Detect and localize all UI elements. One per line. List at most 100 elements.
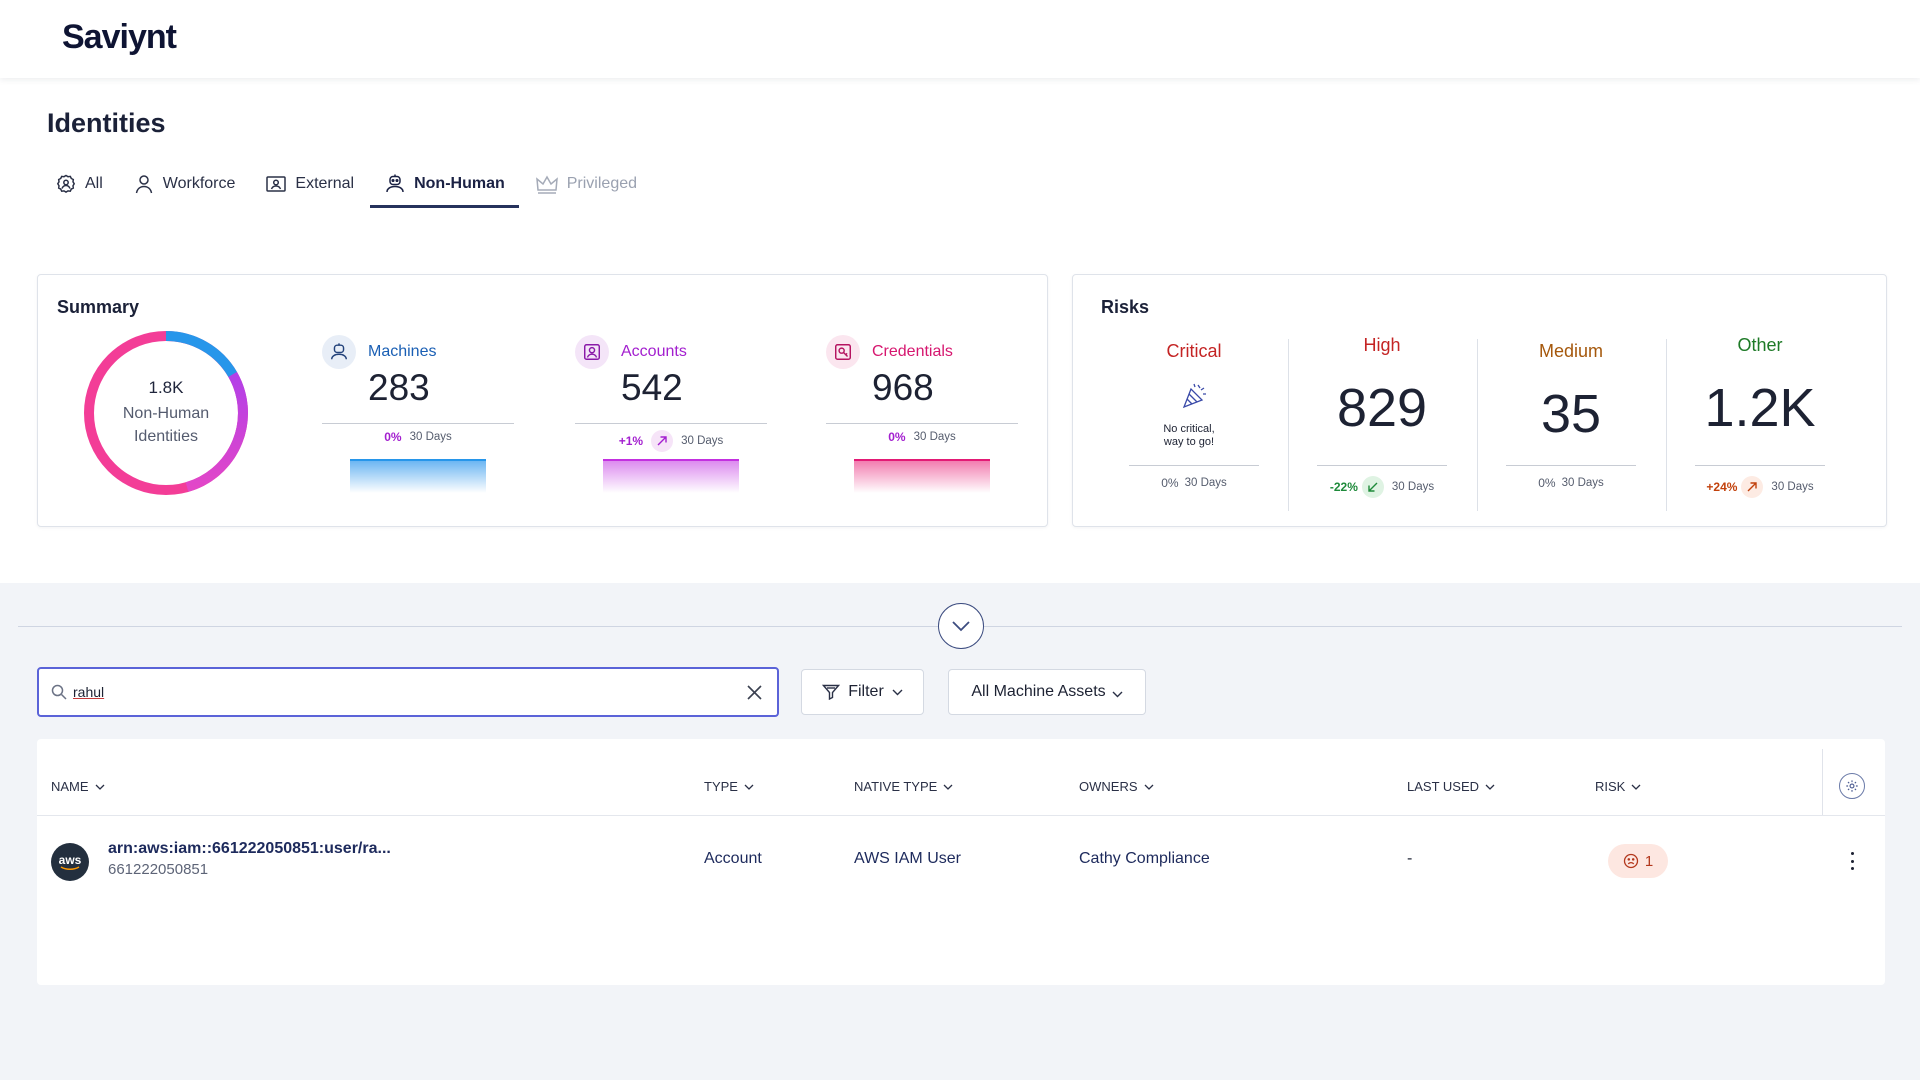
divider [322, 423, 514, 424]
high-change: -22% [1329, 480, 1358, 494]
asset-scope-select[interactable]: All Machine Assets [948, 669, 1146, 715]
person-icon [135, 175, 153, 194]
divider [1129, 465, 1259, 466]
tab-privileged-label: Privileged [566, 175, 638, 192]
total-label-line-1: Non-Human [122, 405, 210, 422]
gear-icon [1846, 780, 1858, 792]
identity-type: Account [704, 850, 762, 867]
credentials-sparkbar [854, 459, 990, 493]
page-title: Identities [47, 108, 166, 138]
accounts-value: 542 [621, 367, 683, 408]
machines-value: 283 [368, 367, 430, 408]
column-header-owners[interactable]: OWNERS [1079, 779, 1154, 794]
table-row[interactable]: aws arn:aws:iam::661222050851:user/ra...… [37, 816, 1885, 916]
column-header-risk[interactable]: RISK [1595, 779, 1641, 794]
sad-face-icon [1623, 853, 1638, 869]
other-period: 30 Days [1771, 481, 1814, 493]
metric-accounts[interactable]: Accounts 542 +1% 30 Days [575, 335, 767, 505]
account-icon [584, 344, 600, 360]
chevron-down-icon [1112, 691, 1123, 697]
identity-owner[interactable]: Cathy Compliance [1079, 850, 1210, 867]
tab-external[interactable]: External [265, 170, 366, 198]
accounts-sparkbar [603, 459, 739, 493]
table-settings-button[interactable] [1839, 773, 1865, 799]
risk-other[interactable]: Other 1.2K +24% 30 Days [1695, 335, 1885, 505]
divider [1317, 465, 1447, 466]
header-divider [37, 815, 1885, 816]
party-popper-icon [1182, 383, 1206, 409]
filter-button[interactable]: Filter [801, 669, 924, 715]
column-header-label: TYPE [704, 779, 738, 794]
high-label: High [1363, 335, 1401, 355]
chevron-down-icon [1144, 784, 1153, 790]
metric-credentials[interactable]: Credentials 968 0% 30 Days [826, 335, 1018, 505]
identity-name[interactable]: arn:aws:iam::661222050851:user/ra... [108, 840, 391, 857]
critical-change: 0% [1161, 476, 1179, 490]
asset-scope-label: All Machine Assets [971, 683, 1106, 700]
accounts-trend: +1% 30 Days [575, 430, 767, 452]
divider [1695, 465, 1825, 466]
column-divider [1477, 339, 1478, 511]
metric-machines[interactable]: Machines 283 0% 30 Days [322, 335, 514, 505]
tab-external-label: External [295, 175, 355, 192]
critical-message-1: No critical, [1163, 423, 1215, 435]
risk-high[interactable]: High 829 -22% 30 Days [1317, 335, 1507, 505]
close-icon[interactable] [747, 685, 762, 700]
tab-privileged[interactable]: Privileged [535, 170, 649, 198]
medium-period: 30 Days [1561, 477, 1604, 489]
total-label-line-2: Identities [133, 428, 199, 445]
filter-label: Filter [848, 683, 884, 700]
upper-section: Identities All Workforce External [0, 78, 1920, 583]
collapse-toggle-button[interactable] [938, 603, 984, 649]
credentials-trend: 0% 30 Days [826, 430, 1018, 444]
row-more-options-icon[interactable] [1842, 850, 1862, 872]
machines-change: 0% [384, 430, 402, 444]
credentials-value: 968 [872, 367, 934, 408]
risk-critical[interactable]: Critical No critical, way to go! 0% 30 D… [1129, 335, 1319, 505]
risk-badge[interactable]: 1 [1608, 844, 1668, 878]
robot-icon [386, 174, 404, 193]
risk-medium[interactable]: Medium 35 0% 30 Days [1506, 335, 1696, 505]
high-trend: -22% 30 Days [1317, 476, 1447, 498]
high-period: 30 Days [1391, 481, 1435, 493]
chevron-down-icon [744, 784, 754, 790]
column-divider [1666, 339, 1667, 511]
accounts-period: 30 Days [681, 435, 724, 447]
identity-native-type: AWS IAM User [854, 850, 961, 867]
column-header-name[interactable]: NAME [51, 779, 105, 794]
summary-donut-chart [84, 331, 248, 495]
donut-center: 1.8K Non-Human Identities [81, 328, 251, 498]
accounts-icon-circle [575, 335, 609, 369]
column-header-label: LAST USED [1407, 779, 1480, 794]
column-header-label: NAME [51, 779, 89, 794]
critical-period: 30 Days [1184, 477, 1227, 489]
column-header-last-used[interactable]: LAST USED [1407, 779, 1495, 794]
tab-workforce-label: Workforce [162, 175, 236, 192]
top-bar: Saviynt [0, 0, 1920, 78]
credentials-period: 30 Days [913, 431, 956, 443]
chevron-down-icon [1631, 784, 1641, 790]
medium-value: 35 [1540, 384, 1602, 444]
chevron-down-icon [892, 689, 903, 695]
column-header-native-type[interactable]: NATIVE TYPE [854, 779, 953, 794]
tab-non-human[interactable]: Non-Human [370, 170, 519, 208]
search-box[interactable] [37, 667, 779, 717]
trend-up-icon [651, 430, 674, 452]
divider [826, 423, 1018, 424]
tab-all[interactable]: All [55, 170, 115, 198]
risk-count: 1 [1644, 852, 1654, 870]
chevron-down-icon [1485, 784, 1495, 790]
column-header-type[interactable]: TYPE [704, 779, 754, 794]
tab-all-label: All [85, 175, 103, 192]
tab-workforce[interactable]: Workforce [133, 170, 248, 198]
gear-people-icon [56, 174, 76, 193]
crown-icon [535, 175, 558, 194]
column-divider [1288, 339, 1289, 511]
search-input[interactable] [73, 681, 713, 703]
robot-icon [331, 343, 347, 360]
saviynt-logo[interactable]: Saviynt [62, 18, 177, 56]
divider [1506, 465, 1636, 466]
critical-trend: 0% 30 Days [1129, 476, 1259, 490]
machines-sparkbar [350, 459, 486, 493]
other-value: 1.2K [1704, 378, 1816, 438]
